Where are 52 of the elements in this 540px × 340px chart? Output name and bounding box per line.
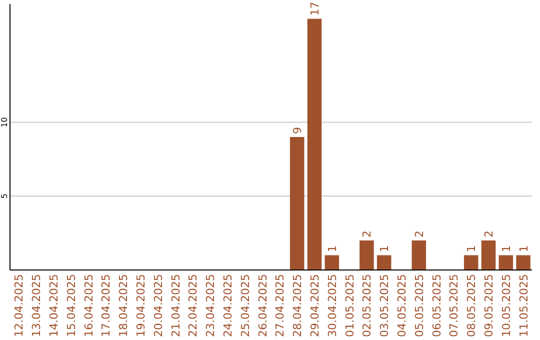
data-label: 1	[500, 245, 513, 252]
x-tick-label: 20.04.2025	[152, 274, 165, 337]
x-tick-label: 04.05.2025	[396, 274, 408, 337]
x-tick-label: 14.04.2025	[48, 274, 60, 337]
data-label: 1	[465, 245, 478, 252]
x-tick-label: 11.05.2025	[517, 274, 530, 337]
bar	[360, 240, 374, 270]
x-tick-label: 26.04.2025	[256, 274, 270, 337]
x-tick-label: 10.05.2025	[500, 274, 513, 337]
x-tick-label: 28.04.2025	[291, 274, 304, 337]
x-tick-label: 30.04.2025	[326, 274, 339, 337]
x-tick-label: 25.04.2025	[238, 274, 252, 337]
x-tick-label: 17.04.2025	[100, 274, 113, 337]
bar	[307, 18, 322, 270]
data-label: 1	[326, 245, 339, 252]
data-label: 2	[360, 230, 374, 238]
x-tick-label: 27.04.2025	[274, 274, 287, 337]
x-tick-label: 12.04.2025	[12, 274, 26, 337]
bar	[324, 255, 340, 270]
bar	[290, 137, 304, 270]
x-tick-label: 07.05.2025	[448, 274, 461, 337]
bar	[481, 240, 496, 270]
x-tick-label: 22.04.2025	[186, 274, 200, 337]
x-tick-label: 06.05.2025	[430, 274, 444, 337]
x-tick-label: 09.05.2025	[482, 274, 496, 337]
x-tick-label: 21.04.2025	[169, 274, 182, 337]
data-label: 9	[291, 127, 304, 134]
data-label: 1	[378, 245, 392, 252]
y-tick-label: 5	[0, 194, 9, 199]
bar	[464, 255, 478, 270]
x-tick-label: 29.04.2025	[308, 274, 322, 337]
x-tick-label: 13.04.2025	[30, 274, 44, 337]
x-tick-label: 05.05.2025	[412, 274, 426, 337]
x-tick-label: 01.05.2025	[343, 274, 356, 337]
data-label: 2	[412, 230, 426, 238]
x-tick-label: 02.05.2025	[360, 274, 374, 337]
bar	[412, 240, 426, 270]
x-tick-label: 24.04.2025	[222, 274, 234, 337]
x-tick-label: 08.05.2025	[465, 274, 478, 337]
bar	[498, 255, 514, 270]
data-label: 1	[517, 245, 530, 252]
bar	[376, 255, 392, 270]
x-tick-label: 19.04.2025	[134, 274, 148, 337]
x-tick-label: 15.04.2025	[64, 274, 78, 337]
x-tick-label: 03.05.2025	[378, 274, 392, 337]
x-tick-label: 18.04.2025	[117, 274, 130, 337]
x-tick-label: 23.04.2025	[204, 274, 218, 337]
y-tick-label: 10	[0, 117, 9, 128]
data-label: 17	[308, 2, 322, 16]
data-label: 2	[482, 230, 496, 238]
x-tick-label: 16.04.2025	[82, 274, 96, 337]
bar	[516, 255, 530, 270]
